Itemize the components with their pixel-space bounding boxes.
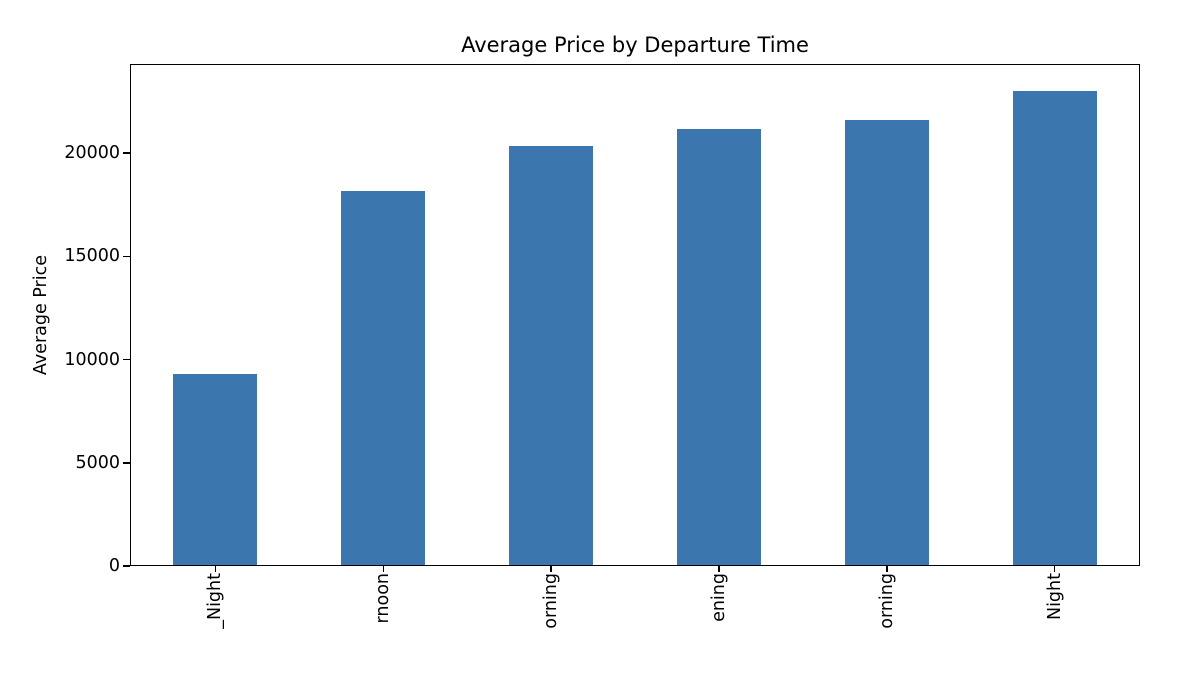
x-tick-label-text: rnoon — [373, 573, 394, 624]
x-tick-label: Night — [1043, 573, 1067, 624]
x-tick-mark — [718, 566, 720, 572]
bar — [676, 128, 761, 565]
y-tick-mark — [123, 565, 130, 567]
x-tick-label: ening — [707, 573, 731, 626]
chart-title: Average Price by Departure Time — [461, 33, 809, 57]
bar — [341, 191, 426, 565]
x-tick-label: orning — [875, 573, 899, 633]
y-tick-label: 15000 — [64, 246, 120, 267]
x-tick-mark — [550, 566, 552, 572]
x-tick-label: orning — [539, 573, 563, 633]
bar — [173, 373, 258, 565]
y-tick-label: 20000 — [64, 143, 120, 164]
x-tick-mark — [382, 566, 384, 572]
x-tick-label-text: ening — [708, 573, 729, 622]
bar — [844, 120, 929, 565]
x-tick-mark — [214, 566, 217, 572]
y-axis-label: Average Price — [27, 64, 55, 566]
y-tick-label: 5000 — [75, 452, 120, 473]
x-tick-label: _Night — [203, 573, 227, 633]
y-tick-mark — [123, 152, 130, 154]
x-tick-mark — [886, 566, 888, 572]
y-tick-label: 10000 — [64, 349, 120, 370]
x-axis-labels: _Night rnoon orning ening orning Night — [130, 566, 1140, 642]
bars-layer — [132, 66, 1139, 565]
bar — [1012, 90, 1097, 565]
y-tick-mark — [123, 462, 130, 464]
y-tick-mark — [123, 358, 130, 361]
y-tick-mark — [123, 255, 130, 258]
x-tick-mark — [1053, 566, 1056, 572]
x-tick-label-text: orning — [876, 573, 897, 629]
x-tick-label-text: orning — [541, 573, 562, 629]
x-tick-label-text: Night — [1044, 573, 1065, 621]
x-tick-label: rnoon — [371, 573, 395, 627]
y-tick-label: 0 — [108, 556, 120, 576]
bar — [509, 145, 594, 565]
x-tick-label-text: _Night — [205, 573, 226, 629]
plot-area — [130, 64, 1140, 566]
